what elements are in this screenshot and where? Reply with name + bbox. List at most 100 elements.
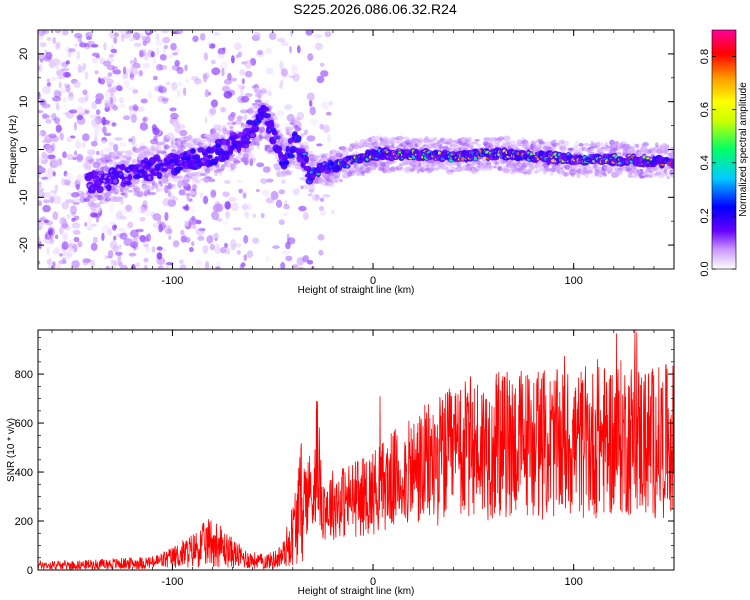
spectrogram-noise-blob (311, 194, 321, 202)
spectrogram-halo-blob (341, 150, 349, 157)
spectrogram-halo-blob (117, 197, 124, 200)
spectrogram-halo-blob (368, 170, 373, 174)
spectrogram-noise-blob (236, 179, 244, 184)
spectrogram-ridge-core-blob (166, 161, 171, 165)
spectrogram-noise-blob (246, 153, 254, 160)
spectrogram-halo-blob (320, 153, 328, 156)
spectrogram-halo-blob (264, 134, 272, 138)
spectrogram-noise-blob (252, 237, 260, 244)
spectrogram-noise-blob (128, 138, 133, 143)
spectrogram-noise-blob (283, 204, 290, 210)
spectrogram-halo-blob (275, 123, 281, 127)
spectrogram-noise-blob (75, 140, 82, 149)
y-tick-label: 0 (27, 565, 33, 577)
spectrogram-noise-blob (54, 234, 59, 239)
spectrogram-noise-blob (57, 126, 63, 131)
spectrogram-halo-blob (670, 174, 674, 178)
spectrogram-noise-blob (107, 72, 113, 77)
spectrogram-noise-blob (154, 85, 161, 92)
spectrogram-noise-blob (95, 93, 104, 102)
spectrogram-noise-blob (38, 200, 43, 207)
spectrogram-noise-blob (91, 44, 99, 48)
spectrogram-noise-blob (68, 109, 78, 114)
spectrogram-noise-blob (41, 30, 50, 35)
spectrogram-halo-blob (122, 155, 128, 159)
spectrogram-halo-blob (426, 163, 430, 169)
spectrogram-noise-blob (192, 35, 199, 42)
spectrogram-noise-blob (296, 111, 305, 120)
spectrogram-noise-blob (56, 69, 65, 77)
spectrogram-noise-blob (143, 243, 149, 248)
spectrogram-halo-blob (122, 186, 130, 191)
spectrogram-halo-blob (260, 88, 268, 95)
spectrogram-noise-blob (57, 76, 65, 80)
spectrogram-noise-blob (174, 124, 181, 134)
spectrogram-halo-blob (554, 164, 560, 170)
spectrogram-noise-blob (76, 105, 84, 114)
spectrogram-noise-blob (220, 246, 227, 254)
spectrogram-noise-blob (306, 135, 316, 142)
spectrogram-halo-blob (279, 138, 285, 143)
spectrogram-halo-blob (659, 144, 663, 149)
spectrogram-noise-blob (230, 239, 237, 248)
spectrogram-noise-blob (119, 141, 127, 147)
spectrogram-halo-blob (137, 190, 146, 197)
y-tick-label: 600 (15, 418, 33, 430)
spectrogram-halo-blob (341, 146, 347, 151)
spectrogram-halo-blob (151, 182, 160, 188)
spectrogram-noise-blob (99, 78, 105, 85)
spectrogram-noise-blob (39, 130, 46, 137)
spectrogram-noise-blob (65, 84, 71, 93)
spectrogram-noise-blob (66, 213, 71, 220)
spectrogram-noise-blob (58, 220, 67, 226)
spectrogram-halo-blob (575, 140, 579, 147)
spectrogram-halo-blob (493, 142, 500, 147)
spectrogram-noise-blob (232, 227, 242, 231)
spectrogram-halo-blob (561, 164, 568, 169)
spectrogram-halo-blob (564, 166, 570, 170)
spectrogram-halo-blob (663, 149, 668, 155)
spectrogram-noise-blob (165, 81, 171, 86)
spectrogram-halo-blob (157, 186, 165, 192)
spectrogram-noise-blob (289, 45, 292, 54)
spectrogram-noise-blob (68, 91, 74, 97)
spectrogram-ridge-core-blob (148, 175, 152, 180)
spectrogram-noise-blob (246, 250, 254, 259)
spectrogram-noise-blob (84, 71, 89, 80)
spectrogram-halo-blob (86, 196, 94, 200)
spectrogram-halo-blob (395, 141, 402, 144)
spectrogram-noise-blob (172, 52, 179, 56)
spectrogram-halo-blob (527, 162, 534, 166)
spectrogram-halo-blob (188, 134, 193, 140)
spectrogram-halo-blob (296, 142, 304, 147)
spectrogram-noise-blob (211, 211, 220, 220)
spectrogram-halo-blob (497, 165, 503, 171)
spectrogram-noise-blob (282, 250, 291, 255)
spectrogram-noise-blob (228, 196, 237, 203)
spectrogram-halo-blob (151, 185, 155, 189)
spectrogram-noise-blob (46, 82, 52, 87)
spectrogram-halo-blob (561, 169, 565, 173)
spectrogram-noise-blob (152, 222, 160, 229)
spectrogram-noise-blob (61, 219, 68, 228)
spectrogram-ridge-blob (262, 113, 271, 119)
spectrogram-halo-blob (254, 99, 262, 103)
spectrogram-noise-blob (56, 263, 62, 269)
spectrogram-halo-blob (426, 169, 433, 174)
spectrogram-noise-blob (141, 35, 147, 42)
spectrogram-halo-blob (162, 139, 166, 145)
y-tick-label: 800 (15, 369, 33, 381)
spectrogram-halo-blob (664, 144, 670, 149)
spectrogram-noise-blob (116, 209, 123, 215)
spectrogram-noise-blob (225, 211, 231, 219)
spectrogram-noise-blob (316, 143, 323, 147)
spectrogram-noise-blob (109, 96, 114, 105)
spectrogram-halo-blob (543, 171, 547, 175)
spectrogram-halo-blob (249, 110, 256, 114)
spectrogram-noise-blob (287, 163, 297, 168)
spectrogram-noise-blob (139, 49, 144, 58)
spectrogram-noise-blob (230, 245, 236, 251)
spectrogram-noise-blob (155, 63, 163, 71)
spectrogram-noise-blob (90, 212, 98, 218)
spectrogram-halo-blob (399, 166, 404, 170)
